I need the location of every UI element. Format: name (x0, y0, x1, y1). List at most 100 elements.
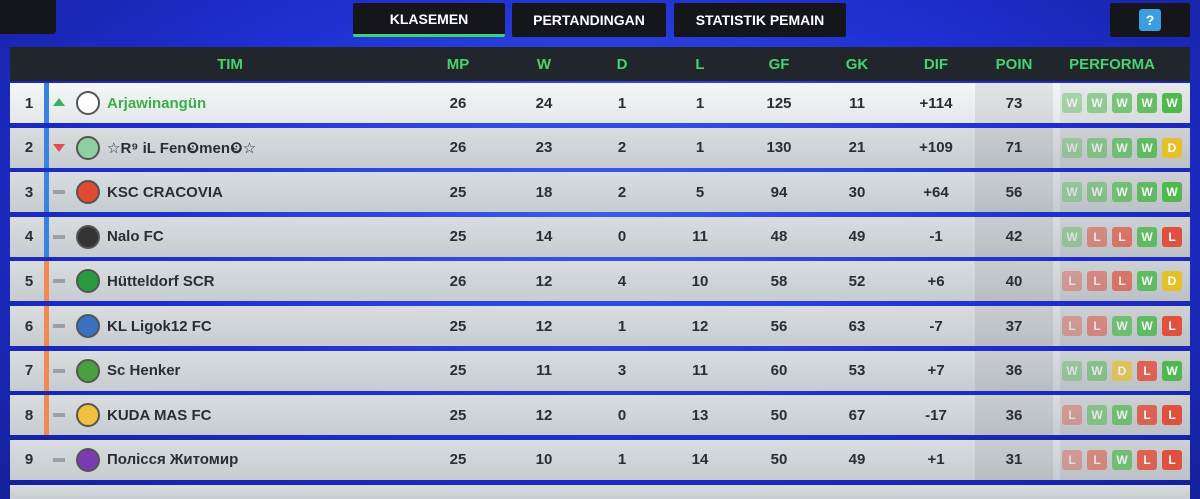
team-name[interactable]: KSC CRACOVIA (107, 183, 223, 201)
form-result: L (1137, 449, 1157, 470)
stat: -17 (925, 406, 947, 424)
stat: +7 (927, 362, 945, 380)
form-result: W (1137, 271, 1157, 292)
team-name[interactable]: Sc Henker (107, 362, 181, 380)
form-result: L (1112, 271, 1132, 292)
help-icon: ? (1139, 9, 1161, 31)
form-result: L (1062, 449, 1082, 470)
stat: 25 (449, 362, 467, 380)
table-row[interactable]: 3 KSC CRACOVIA 25 18 2 5 94 30 +64 56 W W W W W (10, 172, 1190, 213)
stat: 71 (1005, 139, 1023, 157)
form-result: L (1087, 226, 1107, 247)
stat: 5 (695, 183, 705, 201)
team-name[interactable]: KUDA MAS FC (107, 406, 212, 424)
form-result: W (1137, 93, 1157, 113)
points-column-bg (975, 350, 1053, 391)
table-header: TIM MP W D L GF GK DIF POIN PERFORMA (10, 47, 1190, 81)
team-logo (76, 180, 100, 205)
rank: 3 (24, 183, 34, 201)
table-row[interactable]: 2 ☆R⁹ iL Fen❾men❾☆ 26 23 2 1 130 21 +109 71 W W W W D (10, 127, 1190, 168)
points-column-bg (975, 127, 1053, 168)
team-name[interactable]: ☆R⁹ iL Fen❾men❾☆ (107, 139, 257, 157)
form-result: W (1112, 137, 1132, 158)
table-row[interactable]: 8 KUDA MAS FC 25 12 0 13 50 67 -17 36 L W W L L (10, 395, 1190, 436)
team-name[interactable]: Hütteldorf SCR (107, 272, 215, 290)
form-result: W (1062, 226, 1082, 247)
form-result: L (1087, 271, 1107, 292)
team-logo (76, 314, 100, 338)
trend-same (53, 279, 65, 284)
form-result: L (1162, 449, 1182, 470)
table-row[interactable]: 4 Nalo FC 25 14 0 11 48 49 -1 42 W L L W L (10, 216, 1190, 257)
stat: 10 (535, 451, 553, 469)
table-row[interactable]: 5 Hütteldorf SCR 26 12 4 10 58 52 +6 40 L L L W D (10, 261, 1190, 302)
stat: 14 (535, 228, 553, 246)
tab[interactable]: KLASEMEN (353, 3, 505, 37)
form-result: W (1162, 93, 1182, 113)
stat: 1 (617, 451, 627, 469)
rank: 9 (24, 451, 34, 469)
stat: 25 (449, 228, 467, 246)
table-row[interactable]: 7 Sc Henker 25 11 3 11 60 53 +7 36 W W D L W (10, 350, 1190, 391)
rank: 5 (24, 272, 34, 290)
stat: 31 (1005, 451, 1023, 469)
help-button[interactable]: ? (1110, 3, 1190, 37)
stat: 12 (535, 317, 553, 335)
column-header: TIM (217, 55, 243, 73)
form-result: W (1087, 182, 1107, 203)
table-row[interactable]: 1 Arjawinangün 26 24 1 1 125 11 +114 73 W W W W W (10, 83, 1190, 123)
stat: 25 (449, 317, 467, 335)
stat: 56 (1005, 183, 1023, 201)
trend-up (53, 98, 65, 106)
form-result: W (1137, 137, 1157, 158)
stat: 37 (1005, 317, 1023, 335)
stat: 1 (695, 139, 705, 157)
team-logo (76, 447, 100, 472)
tab[interactable]: STATISTIK PEMAIN (674, 3, 846, 37)
trophy-icon (0, 0, 56, 34)
rank: 6 (24, 317, 34, 335)
stat: 48 (770, 228, 788, 246)
team-name[interactable]: KL Ligok12 FC (107, 317, 212, 335)
team-name[interactable]: Полісся Житомир (107, 451, 239, 469)
form-result: W (1062, 93, 1082, 113)
form-result: L (1137, 360, 1157, 381)
stat: 1 (617, 94, 627, 112)
zone-bar (44, 395, 49, 436)
tab[interactable]: PERTANDINGAN (512, 3, 666, 37)
team-name[interactable]: Arjawinangün (107, 94, 207, 112)
stat: 49 (848, 228, 866, 246)
trend-same (53, 234, 65, 239)
stat: 4 (617, 272, 627, 290)
stat: 2 (617, 139, 627, 157)
column-header: W (536, 55, 552, 73)
form-result: L (1087, 449, 1107, 470)
stat: 36 (1005, 406, 1023, 424)
form-result: L (1162, 316, 1182, 336)
points-column-bg (975, 439, 1053, 480)
stat: 25 (449, 183, 467, 201)
stat: 12 (535, 406, 553, 424)
table-row[interactable]: 6 KL Ligok12 FC 25 12 1 12 56 63 -7 37 L L W W L (10, 306, 1190, 346)
form-result: W (1087, 360, 1107, 381)
stat: 11 (692, 228, 708, 246)
stat: 94 (770, 183, 788, 201)
table-row[interactable]: 9 Полісся Житомир 25 10 1 14 50 49 +1 31 L L W L L (10, 439, 1190, 480)
form-result: L (1087, 316, 1107, 336)
form-result: L (1112, 226, 1132, 247)
stat: 1 (617, 317, 627, 335)
stat: 21 (848, 139, 866, 157)
trend-same (53, 190, 65, 195)
points-column-bg (975, 172, 1053, 213)
stat: -1 (929, 228, 943, 246)
trend-down (53, 143, 65, 152)
form-result: L (1137, 405, 1157, 426)
form-result: L (1062, 271, 1082, 292)
points-column-bg (975, 83, 1053, 123)
form-result: W (1112, 449, 1132, 470)
zone-bar (44, 127, 49, 168)
team-logo (76, 91, 100, 115)
stat: 11 (692, 362, 708, 380)
team-name[interactable]: Nalo FC (107, 228, 164, 246)
team-logo (76, 269, 100, 294)
